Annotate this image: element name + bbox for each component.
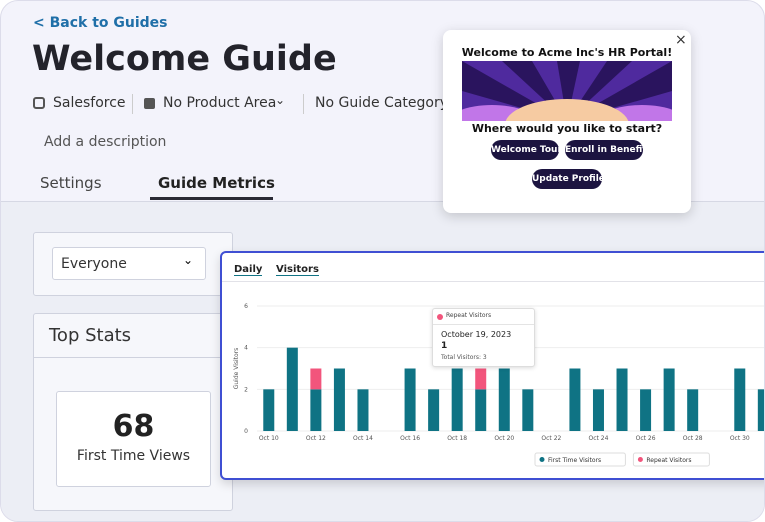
bar <box>522 389 534 431</box>
popup-image <box>462 61 672 121</box>
y-axis-label: Guide Visitors <box>233 348 240 390</box>
stat-label: First Time Views <box>76 448 191 464</box>
tooltip-total: Total Visitors: 3 <box>441 354 487 361</box>
area-icon <box>144 98 155 109</box>
guide-popup: × Welcome to Acme Inc's HR Portal! Where… <box>443 30 691 213</box>
metric-select[interactable]: Visitors <box>276 264 319 276</box>
bar <box>310 368 322 390</box>
description[interactable]: Add a description <box>44 134 167 150</box>
tooltip: Repeat Visitors October 19, 2023 1 Total… <box>432 308 535 367</box>
tooltip-swatch <box>437 314 443 320</box>
divider <box>222 281 764 282</box>
page-title: Welcome Guide <box>32 39 337 79</box>
divider <box>132 94 133 114</box>
guide-category[interactable]: No Guide Category <box>315 95 448 111</box>
tooltip-series: Repeat Visitors <box>446 312 492 319</box>
tooltip-date: October 19, 2023 <box>441 330 512 339</box>
legend-item <box>534 452 626 467</box>
tab-active[interactable]: Guide Metrics <box>158 174 275 192</box>
stat-value: 68 <box>112 409 155 444</box>
bar <box>616 368 628 431</box>
popup-question: Where would you like to start? <box>471 122 663 135</box>
bar <box>263 389 275 431</box>
bar <box>640 389 652 431</box>
bar <box>404 368 416 431</box>
x-tick-label: Oct 16 <box>400 435 420 442</box>
legend-item <box>632 452 710 467</box>
period-select[interactable]: Daily <box>234 264 263 276</box>
x-tick-label: Oct 26 <box>636 435 656 442</box>
segment-select[interactable] <box>52 247 206 280</box>
legend-label: Repeat Visitors <box>646 457 691 464</box>
bar <box>475 368 487 390</box>
x-tick-label: Oct 14 <box>353 435 373 442</box>
panel-title: Top Stats <box>49 325 132 346</box>
chart: Guide Visitors 0 2 4 6 Oct 10 Oct 12 Oct 14 Oct … <box>233 303 764 467</box>
integration[interactable]: Salesforce <box>53 95 126 111</box>
legend-swatch <box>637 457 643 462</box>
x-tick-label: Oct 12 <box>306 435 326 442</box>
close-button[interactable]: × <box>675 32 687 48</box>
legend-label: First Time Visitors <box>548 457 601 464</box>
bar <box>451 368 463 431</box>
y-tick-label: 2 <box>244 386 248 393</box>
popup-button[interactable]: Welcome Tour <box>491 140 562 160</box>
bar <box>428 389 440 431</box>
chevron: ⌄ <box>275 93 286 107</box>
chevron: ⌄ <box>183 253 194 267</box>
bar <box>333 368 345 431</box>
y-tick-label: 4 <box>244 345 248 352</box>
bar <box>592 389 604 431</box>
x-tick-label: Oct 30 <box>730 435 750 442</box>
bar <box>757 389 764 431</box>
chart-panel: Daily Visitors Guide Visitors 0 2 4 6 Oct 10 O… <box>220 251 764 480</box>
bar <box>663 368 675 431</box>
x-tick-label: Oct 18 <box>447 435 467 442</box>
bar <box>687 389 699 431</box>
y-tick-label: 6 <box>244 303 248 310</box>
y-tick-label: 0 <box>244 428 248 435</box>
bar <box>286 347 298 431</box>
bar <box>310 389 322 431</box>
divider <box>33 357 233 358</box>
bar <box>357 389 369 431</box>
product-area[interactable]: No Product Area <box>163 95 277 111</box>
tooltip-value: 1 <box>441 341 448 351</box>
segment-value: Everyone <box>61 256 127 272</box>
x-tick-label: Oct 22 <box>541 435 561 442</box>
bar <box>569 368 581 431</box>
tab-underline <box>150 197 273 200</box>
x-tick-label: Oct 20 <box>494 435 514 442</box>
back-link[interactable]: < Back to Guides <box>33 15 168 31</box>
divider <box>303 94 304 114</box>
legend-swatch <box>539 457 545 462</box>
stat-card <box>56 391 211 487</box>
puzzle-icon <box>33 97 45 109</box>
tab[interactable]: Settings <box>40 174 102 192</box>
divider <box>433 324 534 325</box>
popup-title: Welcome to Acme Inc's HR Portal! <box>461 46 673 59</box>
x-tick-label: Oct 24 <box>589 435 609 442</box>
bar <box>475 389 487 431</box>
bar <box>734 368 746 431</box>
popup-button[interactable]: Update Profile <box>532 169 605 189</box>
popup-button[interactable]: Enroll in Benefits <box>565 140 652 160</box>
x-tick-label: Oct 28 <box>683 435 703 442</box>
bar <box>498 368 510 431</box>
x-tick-label: Oct 10 <box>259 435 279 442</box>
